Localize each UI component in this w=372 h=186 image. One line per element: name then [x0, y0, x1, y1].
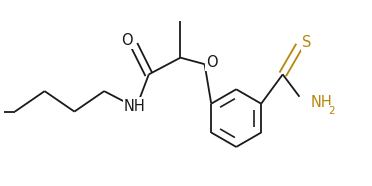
Text: O: O	[206, 55, 218, 70]
Text: 2: 2	[329, 106, 335, 116]
Text: NH: NH	[311, 95, 332, 110]
Text: S: S	[302, 35, 312, 50]
Text: O: O	[121, 33, 132, 48]
Text: NH: NH	[124, 99, 146, 113]
